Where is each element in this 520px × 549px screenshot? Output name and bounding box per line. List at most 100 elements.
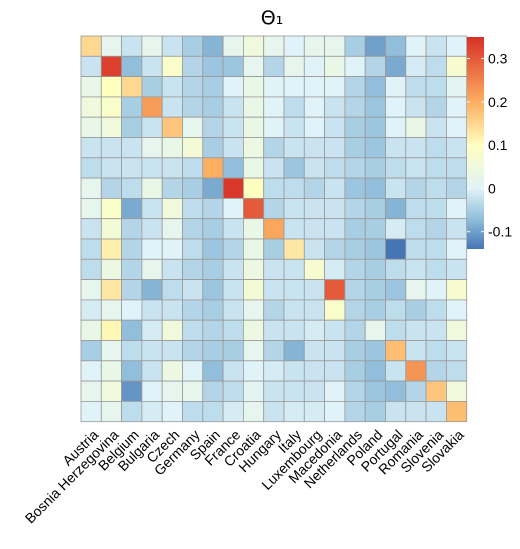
- heatmap-cell: [141, 116, 163, 138]
- heatmap-cell: [222, 218, 244, 240]
- heatmap-cell: [385, 299, 407, 321]
- heatmap-cell: [121, 137, 143, 159]
- heatmap-cell: [121, 218, 143, 240]
- heatmap-cell: [324, 238, 346, 260]
- heatmap-cell: [141, 319, 163, 341]
- heatmap-cell: [263, 177, 285, 199]
- heatmap-cell: [445, 157, 468, 179]
- heatmap-cell: [121, 238, 143, 260]
- heatmap-cell: [141, 96, 163, 118]
- heatmap-cell: [222, 177, 244, 199]
- heatmap-cell: [425, 238, 447, 260]
- heatmap-cell: [80, 137, 102, 159]
- heatmap-cell: [202, 157, 224, 179]
- heatmap-cell: [182, 137, 204, 159]
- heatmap-cell: [121, 96, 143, 118]
- heatmap-cell: [263, 279, 285, 301]
- heatmap-cell: [222, 319, 244, 341]
- heatmap-cell: [80, 177, 102, 199]
- heatmap-cell: [324, 177, 346, 199]
- heatmap-cell: [385, 177, 407, 199]
- heatmap-cell: [344, 177, 366, 199]
- heatmap-cell: [242, 96, 265, 118]
- heatmap-cell: [303, 238, 325, 260]
- heatmap-cell: [222, 299, 244, 321]
- heatmap-cell: [202, 35, 224, 57]
- heatmap-cell: [324, 116, 346, 138]
- heatmap-cell: [182, 157, 204, 179]
- heatmap-cell: [141, 177, 163, 199]
- heatmap-cell: [141, 197, 163, 220]
- heatmap-cell: [283, 319, 305, 341]
- heatmap-cell: [445, 400, 468, 423]
- heatmap-cell: [344, 116, 366, 138]
- heatmap-cell: [100, 96, 123, 118]
- heatmap-cell: [242, 360, 265, 382]
- heatmap-cell: [263, 35, 285, 57]
- heatmap-cell: [121, 116, 143, 138]
- heatmap-cell: [445, 360, 468, 382]
- heatmap-cell: [121, 340, 143, 362]
- heatmap-cell: [324, 96, 346, 118]
- heatmap-cell: [242, 258, 265, 280]
- legend-tick-label: 0.3: [488, 51, 508, 67]
- heatmap-cell: [405, 35, 427, 57]
- heatmap-cell: [344, 279, 366, 301]
- heatmap-cell: [283, 340, 305, 362]
- heatmap-cell: [80, 279, 102, 301]
- heatmap-cell: [344, 238, 366, 260]
- heatmap-cell: [80, 96, 102, 118]
- heatmap-cell: [385, 400, 407, 423]
- heatmap-cell: [263, 116, 285, 138]
- heatmap-cell: [263, 299, 285, 321]
- heatmap-cell: [182, 380, 204, 402]
- heatmap-cell: [242, 218, 265, 240]
- heatmap-cell: [425, 55, 447, 77]
- heatmap-cell: [222, 400, 244, 423]
- heatmap-cell: [445, 380, 468, 402]
- heatmap-cell: [202, 299, 224, 321]
- heatmap-cell: [425, 177, 447, 199]
- heatmap-cell: [202, 360, 224, 382]
- heatmap-cell: [161, 177, 183, 199]
- heatmap-cell: [344, 157, 366, 179]
- heatmap-cell: [121, 76, 143, 98]
- heatmap-cell: [344, 258, 366, 280]
- heatmap-cell: [263, 197, 285, 220]
- heatmap-cell: [100, 76, 123, 98]
- heatmap-cell: [405, 197, 427, 220]
- heatmap-cell: [242, 55, 265, 77]
- heatmap-cell: [324, 299, 346, 321]
- heatmap-cell: [405, 299, 427, 321]
- heatmap-cell: [263, 96, 285, 118]
- heatmap-cell: [182, 238, 204, 260]
- heatmap-cell: [344, 340, 366, 362]
- heatmap-cell: [202, 319, 224, 341]
- heatmap-cell: [242, 197, 265, 220]
- heatmap-cell: [242, 400, 265, 423]
- legend-ticks: 0.3 0.2 0.1 0 -0.1: [467, 51, 512, 240]
- heatmap-cell: [100, 35, 123, 57]
- heatmap-cell: [121, 258, 143, 280]
- heatmap-cell: [161, 137, 183, 159]
- heatmap-cell: [100, 380, 123, 402]
- heatmap-cell: [364, 340, 386, 362]
- heatmap-cell: [202, 197, 224, 220]
- heatmap-cell: [80, 35, 102, 57]
- heatmap-cell: [364, 35, 386, 57]
- heatmap-cell: [344, 299, 366, 321]
- heatmap-cell: [364, 299, 386, 321]
- heatmap-cell: [425, 299, 447, 321]
- heatmap-cell: [182, 116, 204, 138]
- heatmap-cell: [141, 360, 163, 382]
- heatmap-cell: [405, 279, 427, 301]
- heatmap-cell: [324, 218, 346, 240]
- heatmap-cell: [385, 197, 407, 220]
- heatmap-cell: [100, 279, 123, 301]
- heatmap-cell: [141, 380, 163, 402]
- heatmap-cell: [385, 116, 407, 138]
- heatmap-cell: [141, 55, 163, 77]
- heatmap-cell: [283, 400, 305, 423]
- heatmap-cell: [385, 340, 407, 362]
- heatmap-cell: [425, 137, 447, 159]
